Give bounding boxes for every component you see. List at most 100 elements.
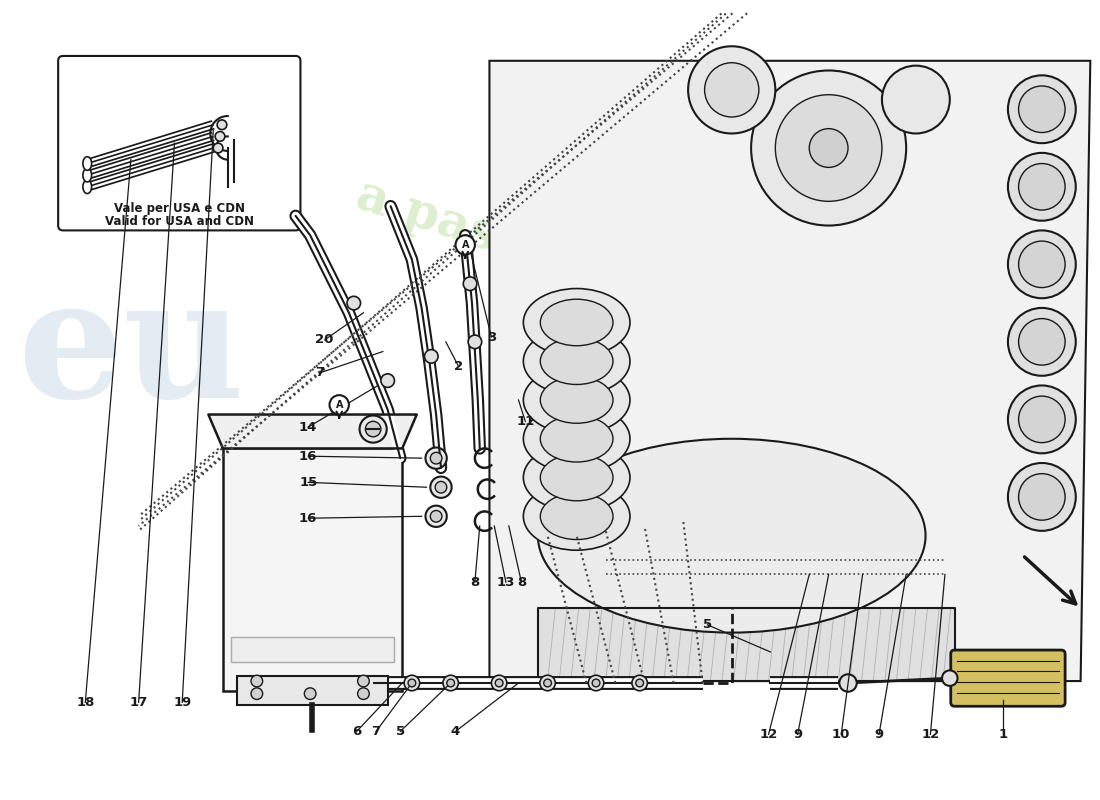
Circle shape — [689, 46, 776, 134]
Text: 7: 7 — [316, 366, 324, 379]
Circle shape — [213, 143, 223, 153]
Circle shape — [408, 679, 416, 687]
Text: 19: 19 — [173, 696, 191, 709]
Text: 5: 5 — [703, 618, 712, 631]
Text: 20: 20 — [316, 334, 334, 346]
Ellipse shape — [1008, 75, 1076, 143]
Circle shape — [455, 235, 475, 254]
Polygon shape — [538, 608, 955, 681]
Text: A: A — [336, 400, 343, 410]
Circle shape — [469, 335, 482, 349]
Text: 13: 13 — [497, 576, 515, 589]
Circle shape — [430, 477, 452, 498]
Circle shape — [443, 675, 459, 690]
Circle shape — [540, 675, 556, 690]
Polygon shape — [208, 414, 417, 449]
Circle shape — [810, 129, 848, 167]
Text: 2: 2 — [454, 359, 463, 373]
Text: 18: 18 — [76, 696, 95, 709]
Ellipse shape — [1019, 318, 1065, 365]
Text: 3: 3 — [487, 330, 496, 343]
Circle shape — [492, 675, 507, 690]
Text: eu: eu — [18, 270, 244, 433]
Ellipse shape — [540, 338, 613, 385]
Bar — [223, 449, 403, 690]
Text: 14: 14 — [299, 421, 318, 434]
Circle shape — [751, 70, 906, 226]
Text: 1: 1 — [999, 728, 1008, 741]
Text: 4: 4 — [451, 725, 460, 738]
Ellipse shape — [524, 482, 630, 550]
Text: 15: 15 — [299, 476, 317, 489]
Circle shape — [358, 688, 370, 699]
Text: Vale per USA e CDN: Vale per USA e CDN — [113, 202, 245, 214]
Ellipse shape — [1008, 386, 1076, 454]
Circle shape — [631, 675, 648, 690]
Text: 16: 16 — [299, 512, 318, 525]
Ellipse shape — [540, 454, 613, 501]
Ellipse shape — [540, 377, 613, 423]
Text: 11: 11 — [516, 415, 535, 428]
Circle shape — [588, 675, 604, 690]
Circle shape — [381, 374, 395, 387]
Ellipse shape — [524, 366, 630, 434]
Circle shape — [463, 277, 476, 290]
Ellipse shape — [540, 493, 613, 539]
Ellipse shape — [1008, 230, 1076, 298]
Bar — [238, 676, 387, 706]
Circle shape — [543, 679, 551, 687]
Ellipse shape — [540, 415, 613, 462]
Text: Valid for USA and CDN: Valid for USA and CDN — [104, 215, 254, 228]
Text: a passion for parts: a passion for parts — [350, 170, 861, 378]
Circle shape — [251, 688, 263, 699]
Circle shape — [330, 395, 349, 414]
Circle shape — [217, 120, 227, 130]
Circle shape — [436, 482, 447, 493]
Circle shape — [447, 679, 454, 687]
Text: 8: 8 — [471, 576, 480, 589]
Circle shape — [942, 670, 957, 686]
Text: 6: 6 — [352, 725, 361, 738]
Text: 10: 10 — [832, 728, 850, 741]
Circle shape — [705, 62, 759, 117]
Circle shape — [776, 94, 882, 202]
Circle shape — [425, 350, 438, 363]
Circle shape — [346, 296, 361, 310]
Circle shape — [404, 675, 420, 690]
Ellipse shape — [82, 157, 91, 170]
Circle shape — [426, 506, 447, 527]
Circle shape — [426, 447, 447, 469]
Ellipse shape — [538, 438, 925, 633]
Text: 12: 12 — [759, 728, 778, 741]
Circle shape — [430, 510, 442, 522]
Text: 8: 8 — [517, 576, 526, 589]
Ellipse shape — [1008, 463, 1076, 531]
Circle shape — [430, 452, 442, 464]
Circle shape — [251, 675, 263, 687]
Ellipse shape — [1008, 308, 1076, 376]
Circle shape — [360, 415, 387, 442]
Ellipse shape — [1019, 241, 1065, 287]
Text: 17: 17 — [130, 696, 147, 709]
Circle shape — [882, 66, 949, 134]
Text: 5: 5 — [396, 725, 405, 738]
Ellipse shape — [82, 168, 91, 182]
Ellipse shape — [540, 299, 613, 346]
Text: 9: 9 — [874, 728, 883, 741]
Text: A: A — [462, 240, 469, 250]
Ellipse shape — [524, 327, 630, 395]
Ellipse shape — [1019, 86, 1065, 133]
Polygon shape — [490, 61, 1090, 681]
Circle shape — [592, 679, 600, 687]
Circle shape — [495, 679, 503, 687]
Ellipse shape — [1008, 153, 1076, 221]
Ellipse shape — [82, 180, 91, 194]
Ellipse shape — [524, 405, 630, 473]
Circle shape — [636, 679, 644, 687]
Ellipse shape — [1019, 163, 1065, 210]
Circle shape — [839, 674, 857, 692]
FancyBboxPatch shape — [950, 650, 1065, 706]
Text: euroricambi: euroricambi — [704, 232, 954, 316]
Ellipse shape — [1019, 474, 1065, 520]
Text: 16: 16 — [299, 450, 318, 462]
